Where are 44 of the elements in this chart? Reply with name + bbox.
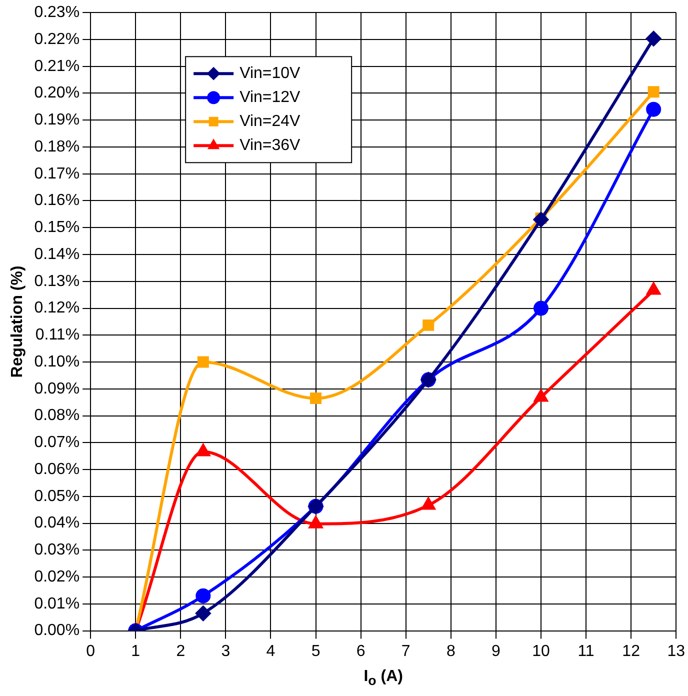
x-tick-label: 10 [532,642,550,660]
y-tick-label: 0.23% [34,4,80,22]
y-tick-label: 0.07% [34,434,80,452]
y-tick-label: 0.06% [34,460,80,478]
y-tick-label: 0.22% [34,30,80,48]
x-tick-label: 2 [176,642,186,660]
y-tick-label: 0.02% [34,568,80,586]
y-tick-label: 0.18% [34,138,80,156]
legend-label: Vin=12V [240,89,301,106]
y-tick-label: 0.12% [34,300,80,317]
y-tick-label: 0.03% [34,542,80,559]
x-axis-title: I$_{o}$ (A) [364,668,403,688]
legend-label: Vin=36V [240,137,301,154]
y-tick-label: 0.09% [34,380,80,398]
x-tick-label: 0 [86,642,96,660]
x-tick-label: 7 [401,642,410,660]
y-tick-label: 0.01% [34,595,80,612]
x-tick-label: 11 [578,642,594,660]
y-tick-label: 0.20% [34,84,80,102]
y-tick-label: 0.11% [35,326,80,344]
y-tick-label: 0.16% [34,192,80,210]
y-tick-label: 0.17% [34,165,80,182]
y-tick-label: 0.05% [34,488,80,505]
x-tick-label: 5 [311,642,320,660]
y-tick-label: 0.14% [34,246,80,263]
y-tick-label: 0.08% [34,407,80,424]
y-tick-label: 0.04% [34,514,80,532]
y-tick-label: 0.21% [34,58,80,75]
y-tick-label: 0.13% [34,272,80,290]
y-tick-label: 0.15% [34,219,80,236]
x-tick-label: 13 [667,642,686,660]
x-tick-label: 6 [356,642,366,660]
legend-label: Vin=10V [240,65,301,82]
x-tick-label: 12 [622,642,640,660]
x-tick-label: 3 [221,642,230,660]
y-tick-label: 0.19% [34,112,80,129]
y-axis-title: Regulation (%) [9,266,26,378]
y-tick-label: 0.00% [34,622,80,640]
x-tick-label: 4 [266,642,276,660]
legend-label: Vin=24V [240,113,301,130]
x-tick-label: 8 [446,642,456,660]
x-tick-label: 9 [491,642,500,660]
y-tick-label: 0.10% [34,353,80,370]
x-tick-label: 1 [131,642,140,660]
